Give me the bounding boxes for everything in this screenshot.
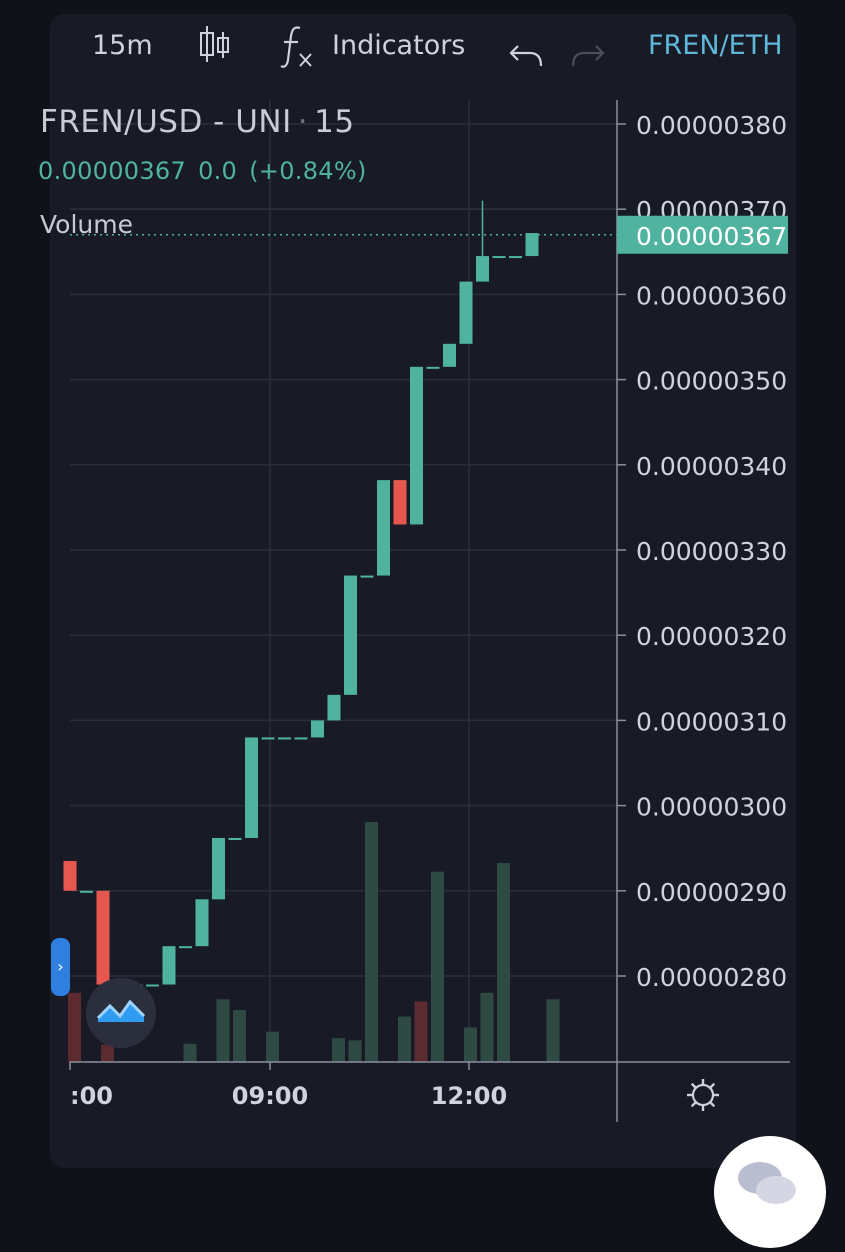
chevron-right-icon: › [57,957,63,976]
legend-values: 0.00000367 0.0 (+0.84%) [38,157,379,185]
y-tick-label: 0.00000360 [636,281,787,310]
legend-change: 0.0 [198,157,237,185]
candle-body [97,891,110,985]
volume-bar [481,993,494,1062]
candle-body [64,861,77,891]
candle-body [196,899,209,946]
volume-bar [349,1040,362,1062]
candle-body [377,480,390,575]
last-price-label: 0.00000367 [636,222,787,251]
volume-bar [217,999,230,1062]
y-tick-label: 0.00000300 [636,793,787,822]
volume-bar [464,1027,477,1062]
volume-bar [184,1044,197,1062]
y-tick-label: 0.00000280 [636,963,787,992]
y-tick-label: 0.00000330 [636,537,787,566]
candle-body [229,838,242,840]
legend-change-pct: (+0.84%) [249,157,366,185]
volume-bar [266,1032,279,1062]
y-tick-label: 0.00000320 [636,622,787,651]
tradingview-logo[interactable] [86,978,156,1048]
volume-bar [497,863,510,1062]
x-tick-label: 09:00 [232,1082,308,1110]
candle-body [410,367,423,525]
logo-icon [86,978,156,1048]
candle-body [328,695,341,721]
candle-body [163,946,176,984]
candle-body [460,282,473,344]
candle-body [344,576,357,695]
chart-legend-title: FREN/USD - UNI · 15 [40,104,355,140]
candle-body [443,344,456,367]
candle-body [295,737,308,739]
legend-symbol: FREN/USD - UNI [40,104,292,140]
volume-indicator-label: Volume [40,210,133,239]
chat-button[interactable] [714,1136,826,1248]
candle-body [179,946,192,948]
y-tick-label: 0.00000290 [636,878,787,907]
candle-body [394,480,407,524]
volume-bar [431,872,444,1062]
volume-bar [415,1001,428,1062]
candle-body [493,256,506,258]
gear-icon[interactable] [686,1078,720,1112]
volume-bar [68,993,81,1062]
y-tick-label: 0.00000350 [636,367,787,396]
legend-price: 0.00000367 [38,157,186,185]
candle-body [212,838,225,899]
y-tick-label: 0.00000310 [636,707,787,736]
candle-body [361,576,374,578]
candle-body [509,256,522,258]
candle-body [245,737,258,838]
candle-body [526,233,539,256]
y-tick-label: 0.00000380 [636,111,787,140]
x-tick-label: :00 [70,1082,113,1110]
candle-body [262,737,275,739]
scroll-handle[interactable]: › [51,938,70,996]
candle-body [311,720,324,737]
legend-interval: 15 [314,104,354,140]
volume-bar [233,1010,246,1062]
volume-bar [398,1017,411,1062]
candle-body [476,256,489,282]
candle-body [278,737,291,739]
legend-separator: · [298,104,308,140]
volume-bar [365,822,378,1062]
volume-bar [547,999,560,1062]
candle-body [80,891,93,893]
y-tick-label: 0.00000340 [636,452,787,481]
chat-icon [714,1136,826,1248]
volume-bar [332,1038,345,1062]
x-tick-label: 12:00 [431,1082,507,1110]
candle-body [427,367,440,369]
